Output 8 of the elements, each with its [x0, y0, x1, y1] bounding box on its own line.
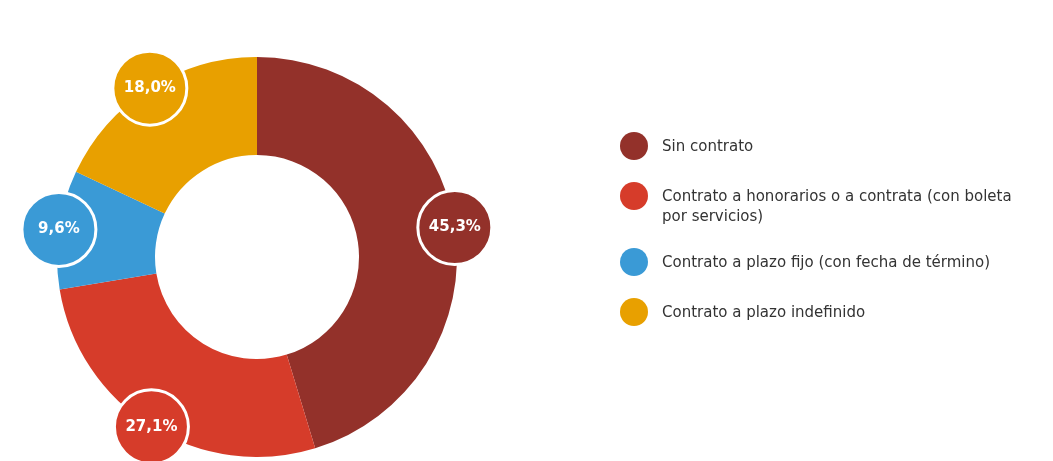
data-label: 27,1% [125, 416, 178, 435]
legend-label: Contrato a plazo indefinido [662, 301, 866, 322]
data-label: 9,6% [38, 219, 80, 238]
data-label: 18,0% [123, 78, 176, 97]
legend-label: Sin contrato [662, 135, 754, 156]
data-label: 45,3% [428, 217, 481, 236]
legend-label: Contrato a plazo fijo (con fecha de término) [662, 251, 991, 272]
legend-label: Contrato a honorarios o a contrata (con boleta por servicios) [662, 185, 1013, 226]
